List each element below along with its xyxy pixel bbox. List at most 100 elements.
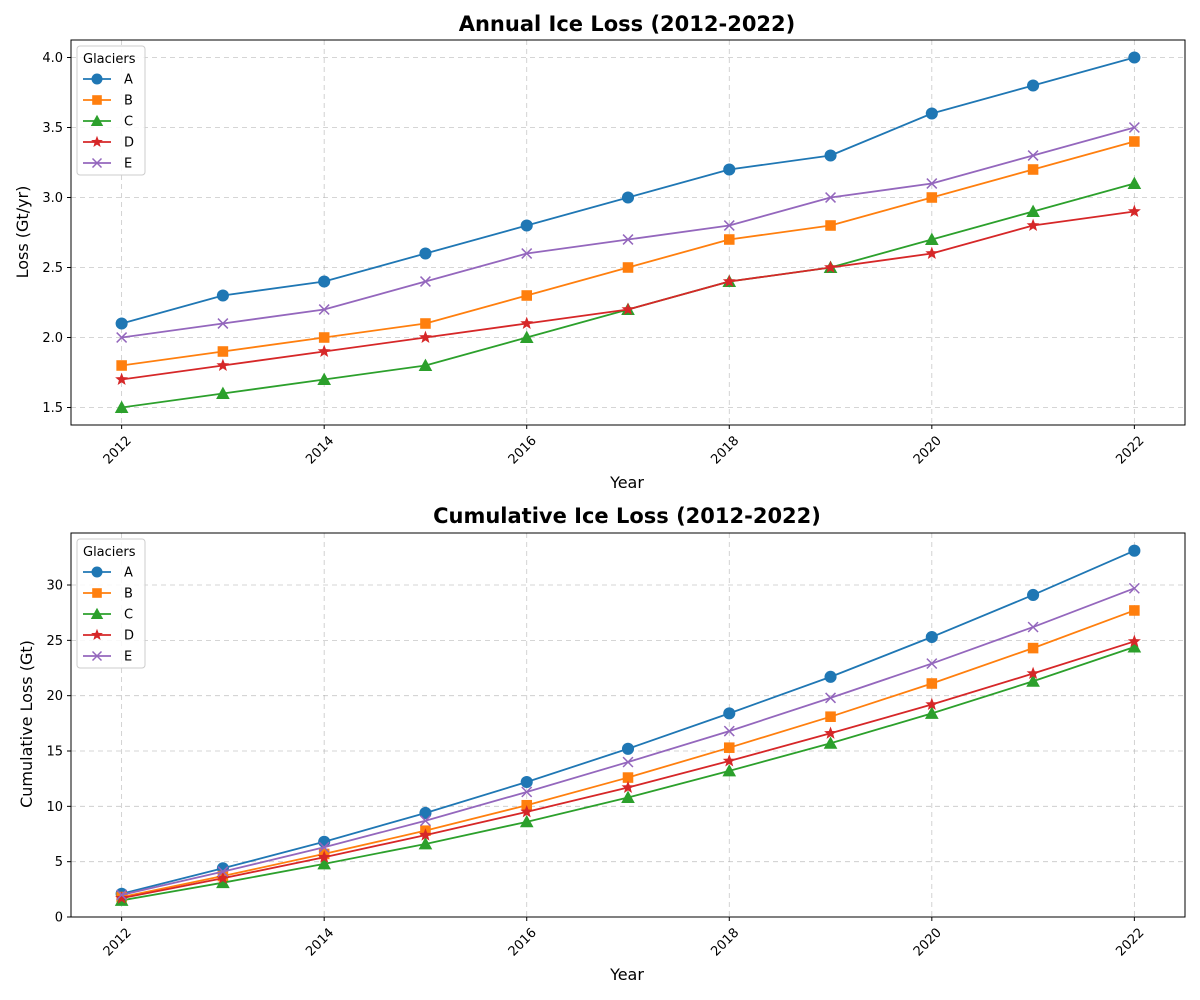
data-point bbox=[1128, 51, 1141, 64]
data-point bbox=[1027, 164, 1039, 175]
series-E bbox=[116, 122, 1140, 343]
legend-label: E bbox=[124, 157, 132, 172]
data-point bbox=[1128, 122, 1140, 133]
data-point bbox=[419, 815, 431, 827]
legend-label: D bbox=[124, 629, 134, 644]
data-point bbox=[926, 658, 938, 670]
data-point bbox=[116, 360, 127, 371]
data-point bbox=[521, 290, 533, 301]
y-tick-label: 3.0 bbox=[42, 191, 63, 206]
legend-marker bbox=[90, 607, 104, 619]
legend-label: C bbox=[124, 115, 133, 130]
data-point bbox=[723, 220, 735, 231]
legend-item-D: D bbox=[83, 629, 134, 644]
legend-marker bbox=[92, 95, 102, 105]
data-point bbox=[925, 107, 938, 120]
legend-label: D bbox=[124, 136, 134, 151]
data-point bbox=[621, 780, 635, 794]
data-point bbox=[621, 302, 635, 316]
data-point bbox=[519, 330, 534, 343]
data-point bbox=[1026, 666, 1040, 680]
data-point bbox=[116, 889, 128, 901]
data-point bbox=[1026, 674, 1040, 687]
data-point bbox=[419, 247, 432, 260]
data-point bbox=[318, 841, 330, 853]
data-point bbox=[924, 706, 939, 719]
data-point bbox=[1027, 642, 1039, 654]
legend-label: B bbox=[124, 587, 133, 602]
data-point bbox=[926, 178, 938, 189]
series-B bbox=[116, 136, 1140, 371]
legend-label: B bbox=[124, 94, 133, 109]
data-point bbox=[217, 346, 229, 357]
data-point bbox=[116, 332, 128, 343]
data-point bbox=[216, 871, 230, 884]
data-point bbox=[723, 707, 736, 720]
data-point bbox=[1027, 621, 1039, 633]
data-point bbox=[825, 711, 836, 722]
chart-title: Cumulative Ice Loss (2012-2022) bbox=[433, 504, 821, 528]
data-point bbox=[823, 736, 838, 749]
y-tick-label: 0 bbox=[55, 911, 63, 926]
y-tick-label: 10 bbox=[46, 800, 63, 815]
y-tick-label: 5 bbox=[55, 855, 63, 870]
data-point bbox=[925, 630, 938, 644]
y-axis-label: Loss (Gt/yr) bbox=[13, 186, 32, 279]
data-point bbox=[520, 775, 533, 789]
legend-marker bbox=[91, 650, 103, 662]
data-point bbox=[216, 358, 230, 372]
legend-label: A bbox=[124, 566, 133, 581]
y-tick-label: 2.5 bbox=[42, 261, 63, 276]
data-point bbox=[317, 372, 332, 385]
data-point bbox=[520, 316, 534, 330]
data-point bbox=[520, 805, 534, 818]
data-point bbox=[825, 692, 837, 704]
data-point bbox=[1127, 634, 1141, 647]
data-point bbox=[723, 234, 735, 245]
data-point bbox=[622, 262, 634, 273]
data-point bbox=[418, 330, 432, 344]
legend-item-C: C bbox=[83, 608, 133, 623]
legend-label: A bbox=[124, 73, 133, 88]
data-point bbox=[621, 790, 635, 803]
legend-marker bbox=[91, 73, 103, 85]
legend-item-E: E bbox=[83, 157, 132, 172]
chart-title: Annual Ice Loss (2012-2022) bbox=[459, 12, 796, 36]
data-point bbox=[217, 866, 229, 878]
series-A bbox=[115, 51, 1141, 330]
cumulative-ice-loss-chart: Cumulative Ice Loss (2012-2022) 2012 2014… bbox=[17, 504, 1186, 984]
y-tick-label: 3.5 bbox=[42, 121, 63, 136]
data-point bbox=[825, 192, 837, 203]
data-point bbox=[722, 764, 737, 777]
data-point bbox=[216, 289, 229, 302]
data-point bbox=[521, 248, 533, 259]
data-point bbox=[216, 386, 230, 399]
data-point bbox=[824, 726, 838, 739]
data-point bbox=[621, 742, 635, 755]
data-point bbox=[521, 786, 533, 798]
y-tick-label: 4.0 bbox=[42, 51, 63, 66]
data-point bbox=[1128, 582, 1140, 594]
series-D bbox=[115, 204, 1141, 386]
data-point bbox=[420, 318, 431, 329]
legend-title: Glaciers bbox=[83, 52, 136, 67]
data-point bbox=[1027, 588, 1040, 602]
data-point bbox=[722, 274, 736, 288]
data-point bbox=[317, 850, 331, 863]
data-point bbox=[519, 815, 534, 828]
data-point bbox=[926, 678, 938, 689]
data-point bbox=[723, 725, 735, 737]
y-tick-label: 20 bbox=[46, 689, 63, 704]
data-point bbox=[317, 857, 332, 870]
y-tick-label: 25 bbox=[46, 634, 63, 649]
data-point bbox=[1026, 204, 1040, 217]
data-point bbox=[824, 149, 837, 162]
data-point bbox=[318, 304, 330, 315]
data-point bbox=[622, 772, 634, 783]
legend-marker bbox=[92, 588, 102, 598]
x-axis-label: Year bbox=[609, 965, 644, 984]
series-D bbox=[115, 634, 1141, 904]
